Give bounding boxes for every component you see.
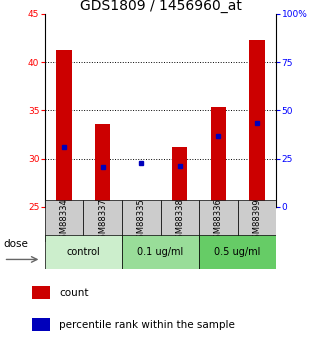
Text: 0.5 ug/ml: 0.5 ug/ml [214, 247, 261, 257]
Text: percentile rank within the sample: percentile rank within the sample [59, 319, 235, 329]
Text: GSM88399: GSM88399 [252, 198, 261, 244]
Bar [172, 147, 187, 207]
Text: GSM88337: GSM88337 [98, 198, 107, 244]
Text: GSM88336: GSM88336 [214, 198, 223, 244]
Text: GSM88335: GSM88335 [137, 198, 146, 244]
Bar [199, 235, 276, 269]
Bar [45, 200, 83, 242]
Bar [32, 318, 50, 331]
Bar [45, 235, 122, 269]
Bar [32, 286, 50, 299]
Bar [134, 204, 149, 207]
Bar [95, 124, 110, 207]
Bar [122, 235, 199, 269]
Text: control: control [66, 247, 100, 257]
Bar [83, 200, 122, 242]
Title: GDS1809 / 1456960_at: GDS1809 / 1456960_at [80, 0, 241, 13]
Text: GSM88334: GSM88334 [60, 198, 69, 244]
Text: dose: dose [4, 239, 29, 249]
Bar [56, 50, 72, 207]
Text: GSM88338: GSM88338 [175, 198, 184, 244]
Bar [122, 200, 160, 242]
Bar [238, 200, 276, 242]
Bar [160, 200, 199, 242]
Bar [249, 40, 265, 207]
Bar [211, 107, 226, 207]
Text: count: count [59, 288, 89, 298]
Text: 0.1 ug/ml: 0.1 ug/ml [137, 247, 184, 257]
Bar [199, 200, 238, 242]
